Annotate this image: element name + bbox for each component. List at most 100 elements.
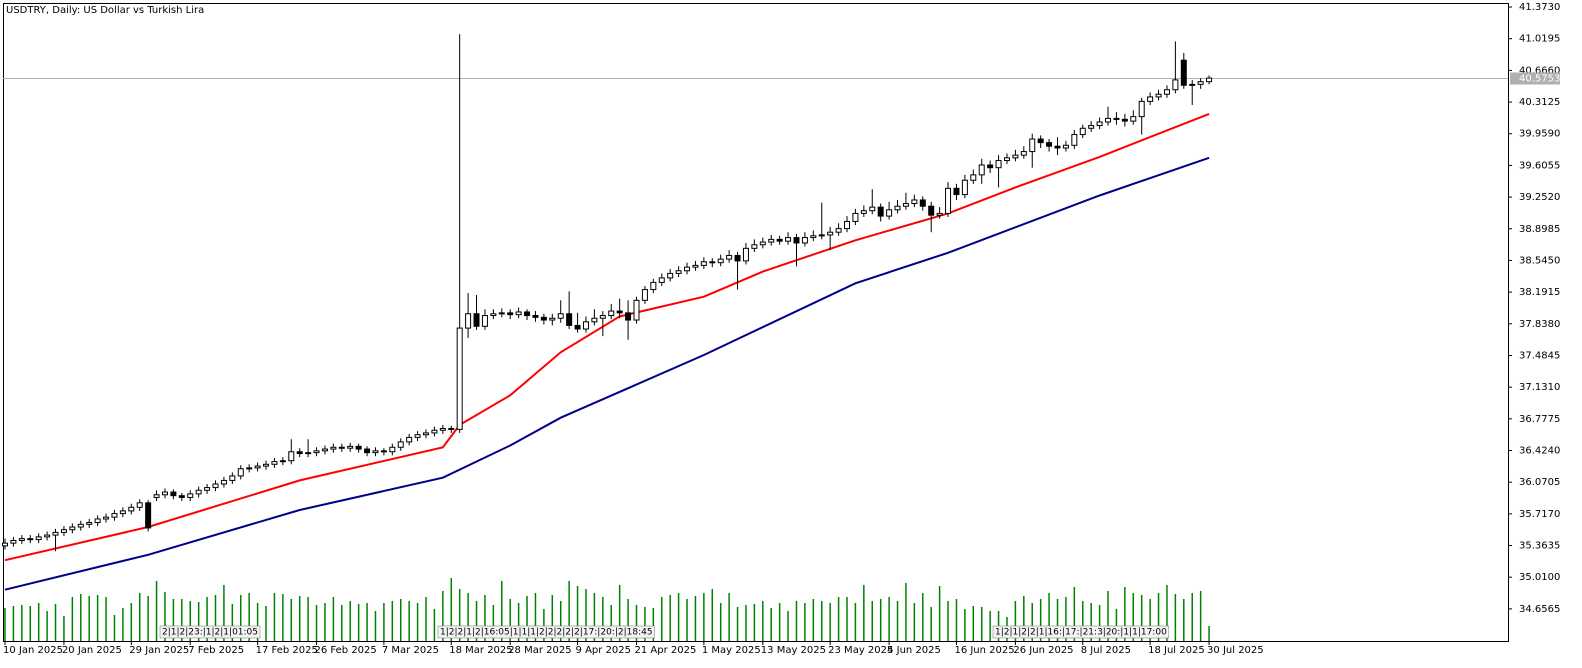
volume-bar [930,607,932,641]
volume-bar [425,597,427,641]
volume-bar [820,601,823,641]
candle-body [1062,144,1069,149]
volume-bar [88,596,90,641]
candle-body [456,327,463,430]
candle-body [187,493,194,498]
candle-body [170,491,177,497]
volume-bar [778,603,781,641]
candle-body [675,270,682,274]
volume-bar [21,605,23,641]
candle-body [389,446,396,453]
candle-body [751,244,758,249]
volume-bar [896,601,899,641]
volume-bar [627,599,629,641]
volume-bar [728,593,730,641]
volume-bar [938,586,941,641]
volume-bar [787,611,789,641]
moving-average-line [4,156,1210,591]
volume-bar [1166,585,1168,641]
candle-body [540,316,547,321]
volume-bar [1183,599,1185,641]
candle-body [380,450,387,453]
candle-body [1189,83,1196,86]
y-tick-label: 37.4845 [1519,350,1560,361]
volume-bar [694,596,697,641]
price-label-box [1510,72,1560,85]
volume-bar [509,599,511,641]
candle-body [119,510,126,515]
candle-body [742,247,749,262]
volume-bar [147,596,149,641]
volume-bar [197,602,200,641]
volume-bar [719,603,722,641]
volume-bar [1107,591,1109,641]
x-tick-label: 16 Jun 2025 [954,645,1014,656]
volume-bar [341,605,343,641]
volume-bar [543,609,545,641]
volume-bar [854,603,857,641]
candle-body [145,502,152,529]
candle-body [574,324,581,330]
candle-body [1037,138,1044,144]
y-tick-label: 39.6055 [1519,160,1560,171]
candle-body [928,205,935,216]
volume-bar [214,595,217,641]
volume-bar [1115,609,1118,641]
volume-bar [1039,599,1042,641]
y-tick-label: 37.8380 [1519,319,1560,330]
x-tick-label: 26 Feb 2025 [315,645,377,656]
candle-body [406,436,413,443]
candle-body [423,432,429,436]
x-tick-label: 4 Jun 2025 [887,645,941,656]
volume-bar [1065,597,1067,641]
candle-body [296,451,303,455]
candle-body [27,538,34,541]
volume-bar [559,601,562,641]
volume-bar [122,608,124,641]
candle-body [1088,125,1095,129]
candle-body [473,313,480,327]
volume-bar [484,595,486,641]
candle-body [608,310,615,317]
candle-body [507,312,514,316]
event-marker-text: 1|2|2|1|2|16:05|1|1|1|2|2|2|2|2|17:|20:|… [440,628,653,638]
candle-body [1155,93,1162,98]
y-tick-label: 34.6565 [1519,604,1560,615]
candle-body [1172,79,1179,91]
volume-bar [652,608,655,641]
volume-bar [37,603,40,641]
event-marker: 1|2|1|2|2|1|16:|17:|21:3|20:|1|1|17:00 [992,625,1170,639]
candle-body [1029,138,1036,153]
candle-body [911,199,918,205]
volume-bar [905,583,907,641]
candle-body [717,258,724,264]
chart-title: USDTRY, Daily: US Dollar vs Turkish Lira [6,5,204,16]
volume-bar [1132,593,1135,641]
y-tick-label: 35.0100 [1519,572,1560,583]
volume-bar [644,607,646,641]
volume-bar [568,581,570,641]
candle-body [94,518,101,524]
candle-body [1020,151,1027,156]
volume-bar [501,581,503,641]
volume-bar [4,608,6,641]
volume-bar [1048,593,1050,641]
volume-bar [517,603,520,641]
candle-body [77,523,84,528]
candle-body [355,445,362,450]
y-tick-label: 36.4240 [1519,445,1560,456]
volume-bar [669,595,671,641]
volume-bar [458,589,461,641]
candle-body [305,452,312,455]
x-tick-label: 13 May 2025 [761,645,826,656]
candle-body [978,164,985,176]
volume-bar [366,603,368,641]
volume-bar [29,606,32,641]
volume-bar [54,604,57,641]
volume-bar [1090,603,1092,641]
x-tick-label: 28 Mar 2025 [508,645,571,656]
candle-body [2,542,8,547]
candle-body [44,534,51,538]
candle-body [481,315,488,327]
